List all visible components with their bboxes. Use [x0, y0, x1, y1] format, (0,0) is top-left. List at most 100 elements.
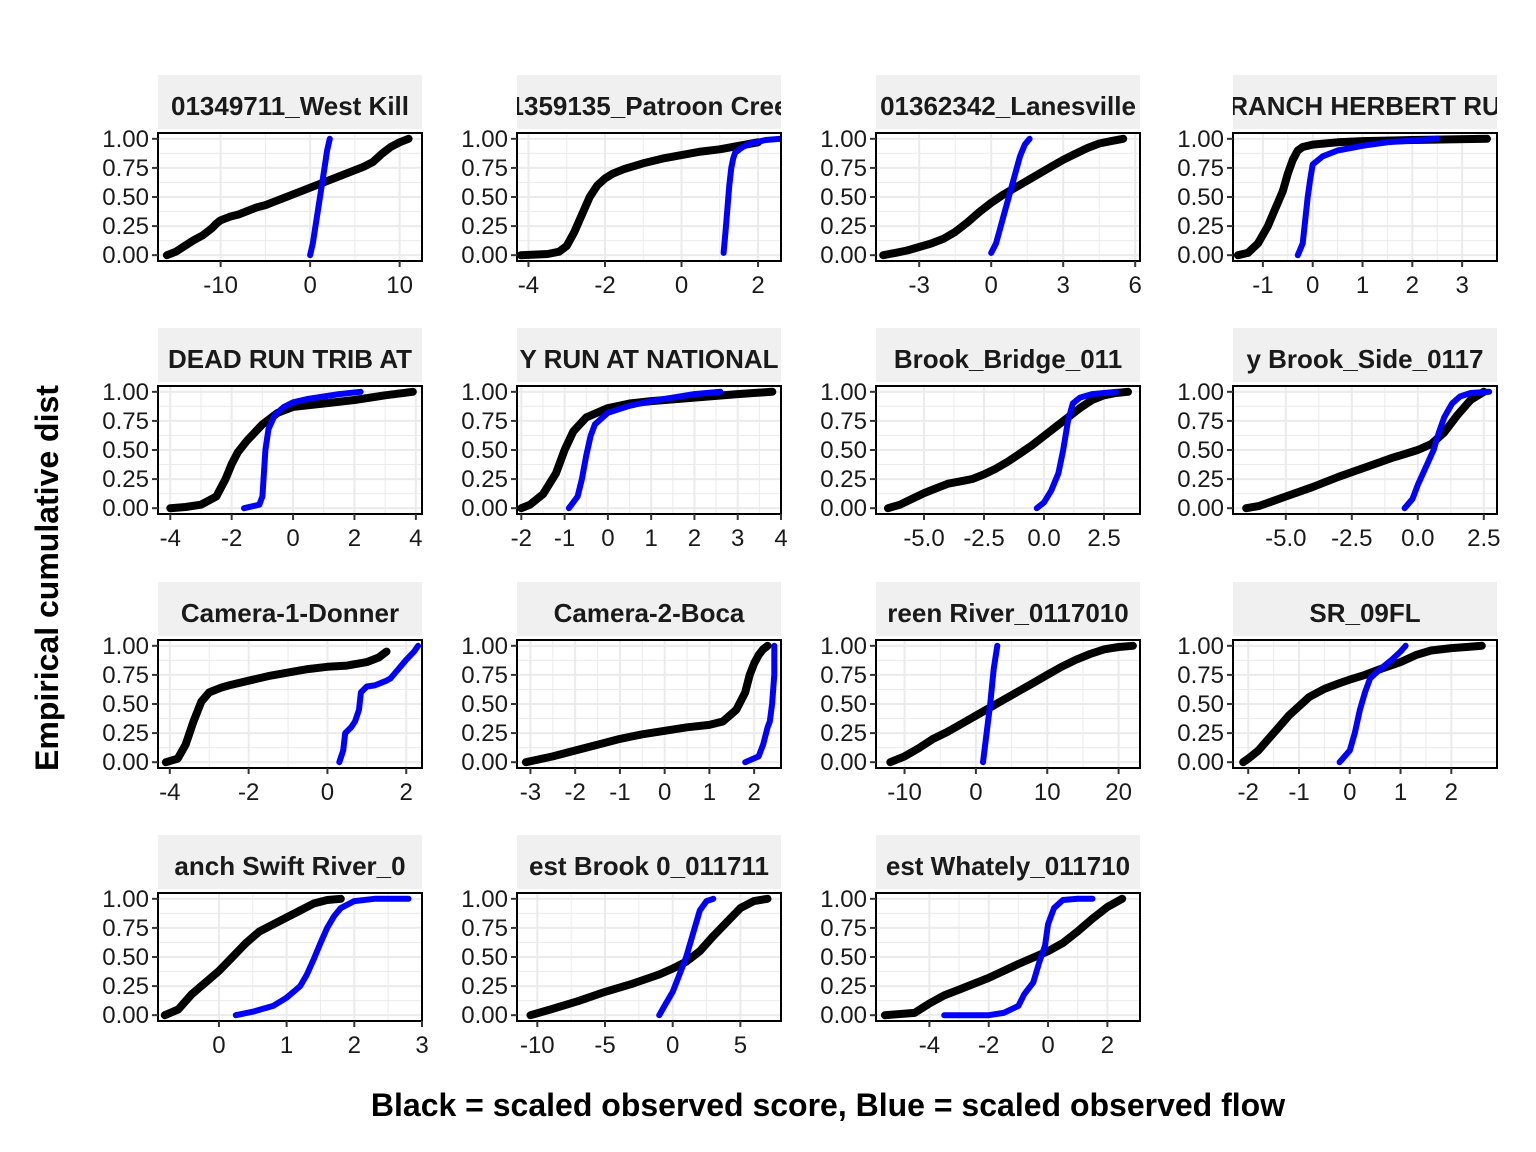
facet-strip — [158, 75, 422, 129]
facet-strip — [1233, 75, 1497, 129]
score-ecdf-line — [884, 387, 1132, 513]
x-tick-label: 2 — [348, 1032, 361, 1059]
gridlines — [517, 893, 781, 1021]
y-tick-label: 1.00 — [820, 379, 867, 406]
x-tick-label: 3 — [1455, 272, 1468, 299]
x-tick-label: -5 — [594, 1032, 615, 1059]
gridlines — [1233, 640, 1497, 768]
facet-strip — [158, 835, 422, 889]
x-tick-label: -2 — [594, 272, 615, 299]
x-tick-label: -2 — [1238, 779, 1259, 806]
flow-ecdf-line — [1401, 388, 1493, 512]
x-tick-label: 0 — [212, 1032, 225, 1059]
facet-strip — [517, 328, 781, 382]
y-tick-label: 0.50 — [820, 184, 867, 211]
x-tick-label: 4 — [774, 525, 787, 552]
flow-ecdf-line — [988, 135, 1033, 256]
y-tick-label: 0.25 — [461, 720, 508, 747]
x-tick-label: 6 — [1129, 272, 1142, 299]
score-ecdf-line — [879, 134, 1128, 260]
y-tick-label: 0.25 — [102, 466, 149, 493]
y-tick-label: 0.75 — [461, 915, 508, 942]
y-tick-label: 1.00 — [1177, 126, 1224, 153]
x-tick-label: -4 — [160, 525, 181, 552]
y-tick-label: 0.00 — [820, 242, 867, 269]
x-tick-label: 0 — [666, 1032, 679, 1059]
y-tick-label: 0.00 — [102, 495, 149, 522]
y-tick-label: 0.00 — [1177, 242, 1224, 269]
y-tick-label: 0.75 — [102, 662, 149, 689]
y-tick-label: 0.25 — [461, 213, 508, 240]
x-tick-label: 5 — [734, 1032, 747, 1059]
facet-title: SR_09FL — [1309, 598, 1420, 628]
y-tick-label: 0.00 — [820, 495, 867, 522]
facet-strip — [1233, 328, 1497, 382]
y-tick-label: 0.50 — [461, 944, 508, 971]
facet-title: 01359135_Patroon Creek — [495, 91, 803, 121]
y-tick-label: 0.75 — [102, 155, 149, 182]
y-tick-label: 0.75 — [461, 155, 508, 182]
score-ecdf-line — [521, 641, 772, 767]
facet-title: reen River_0117010 — [887, 598, 1128, 628]
y-tick-label: 0.50 — [102, 944, 149, 971]
x-tick-label: -10 — [520, 1032, 555, 1059]
y-tick-label: 0.25 — [820, 973, 867, 1000]
x-tick-label: 2 — [400, 779, 413, 806]
x-tick-label: 1 — [703, 779, 716, 806]
gridlines — [517, 133, 781, 261]
y-tick-label: 1.00 — [820, 633, 867, 660]
score-ecdf-line — [517, 387, 777, 513]
facet-panel: Camera-2-Boca 0.000.250.500.751.00 -3 -2 -1 0… — [461, 582, 782, 806]
x-tick-label: -3 — [909, 272, 930, 299]
y-tick-label: 0.75 — [102, 915, 149, 942]
flow-ecdf-line — [565, 388, 724, 512]
x-tick-label: 20 — [1105, 779, 1132, 806]
facet-panel: DEAD RUN TRIB AT 0.000.250.500.751.00 -4 -2… — [102, 328, 423, 552]
y-tick-label: 0.50 — [461, 691, 508, 718]
facet-panel: 01349711_West Kill 0.000.250.500.751.00 -1… — [102, 75, 423, 299]
y-tick-label: 0.00 — [102, 749, 149, 776]
x-tick-label: 10 — [386, 272, 413, 299]
x-tick-label: 0 — [303, 272, 316, 299]
y-tick-label: 0.50 — [1177, 184, 1224, 211]
score-ecdf-line — [886, 641, 1137, 767]
x-tick-label: -2.5 — [963, 525, 1004, 552]
x-tick-label: 2.5 — [1467, 525, 1500, 552]
facet-title: y Brook_Side_0117 — [1246, 344, 1483, 374]
x-tick-label: -2 — [564, 779, 585, 806]
x-tick-label: -1 — [1252, 272, 1273, 299]
y-tick-label: 0.50 — [820, 437, 867, 464]
score-ecdf-line — [1242, 387, 1488, 513]
y-tick-label: 0.00 — [461, 495, 508, 522]
x-tick-label: -1 — [1288, 779, 1309, 806]
y-tick-label: 0.25 — [102, 973, 149, 1000]
flow-ecdf-line — [1336, 642, 1409, 766]
score-ecdf-line — [526, 894, 772, 1020]
y-tick-label: 1.00 — [820, 886, 867, 913]
facet-strip — [1233, 582, 1497, 636]
x-tick-label: 2 — [1445, 779, 1458, 806]
facet-title: est Brook 0_011711 — [529, 851, 769, 881]
y-tick-label: 0.00 — [1177, 495, 1224, 522]
x-tick-label: 2 — [688, 525, 701, 552]
x-tick-label: -4 — [518, 272, 539, 299]
y-tick-label: 0.00 — [461, 749, 508, 776]
gridlines — [517, 640, 781, 768]
flow-ecdf-line — [941, 895, 1096, 1019]
x-tick-label: 0 — [1343, 779, 1356, 806]
y-tick-label: 1.00 — [102, 633, 149, 660]
y-tick-label: 0.50 — [461, 184, 508, 211]
y-tick-label: 0.75 — [820, 408, 867, 435]
x-tick-label: 0 — [985, 272, 998, 299]
y-tick-label: 0.00 — [820, 1002, 867, 1029]
x-tick-label: -5.0 — [1265, 525, 1306, 552]
flow-ecdf-line — [232, 895, 412, 1019]
facet-title: 01362342_Lanesville — [880, 91, 1136, 121]
x-tick-label: -10 — [887, 779, 922, 806]
gridlines — [876, 386, 1140, 514]
flow-ecdf-line — [1033, 388, 1119, 512]
x-tick-label: 2.5 — [1087, 525, 1120, 552]
score-ecdf-line — [1234, 134, 1491, 260]
facet-title: BRANCH HERBERT RUN — [1210, 91, 1519, 121]
